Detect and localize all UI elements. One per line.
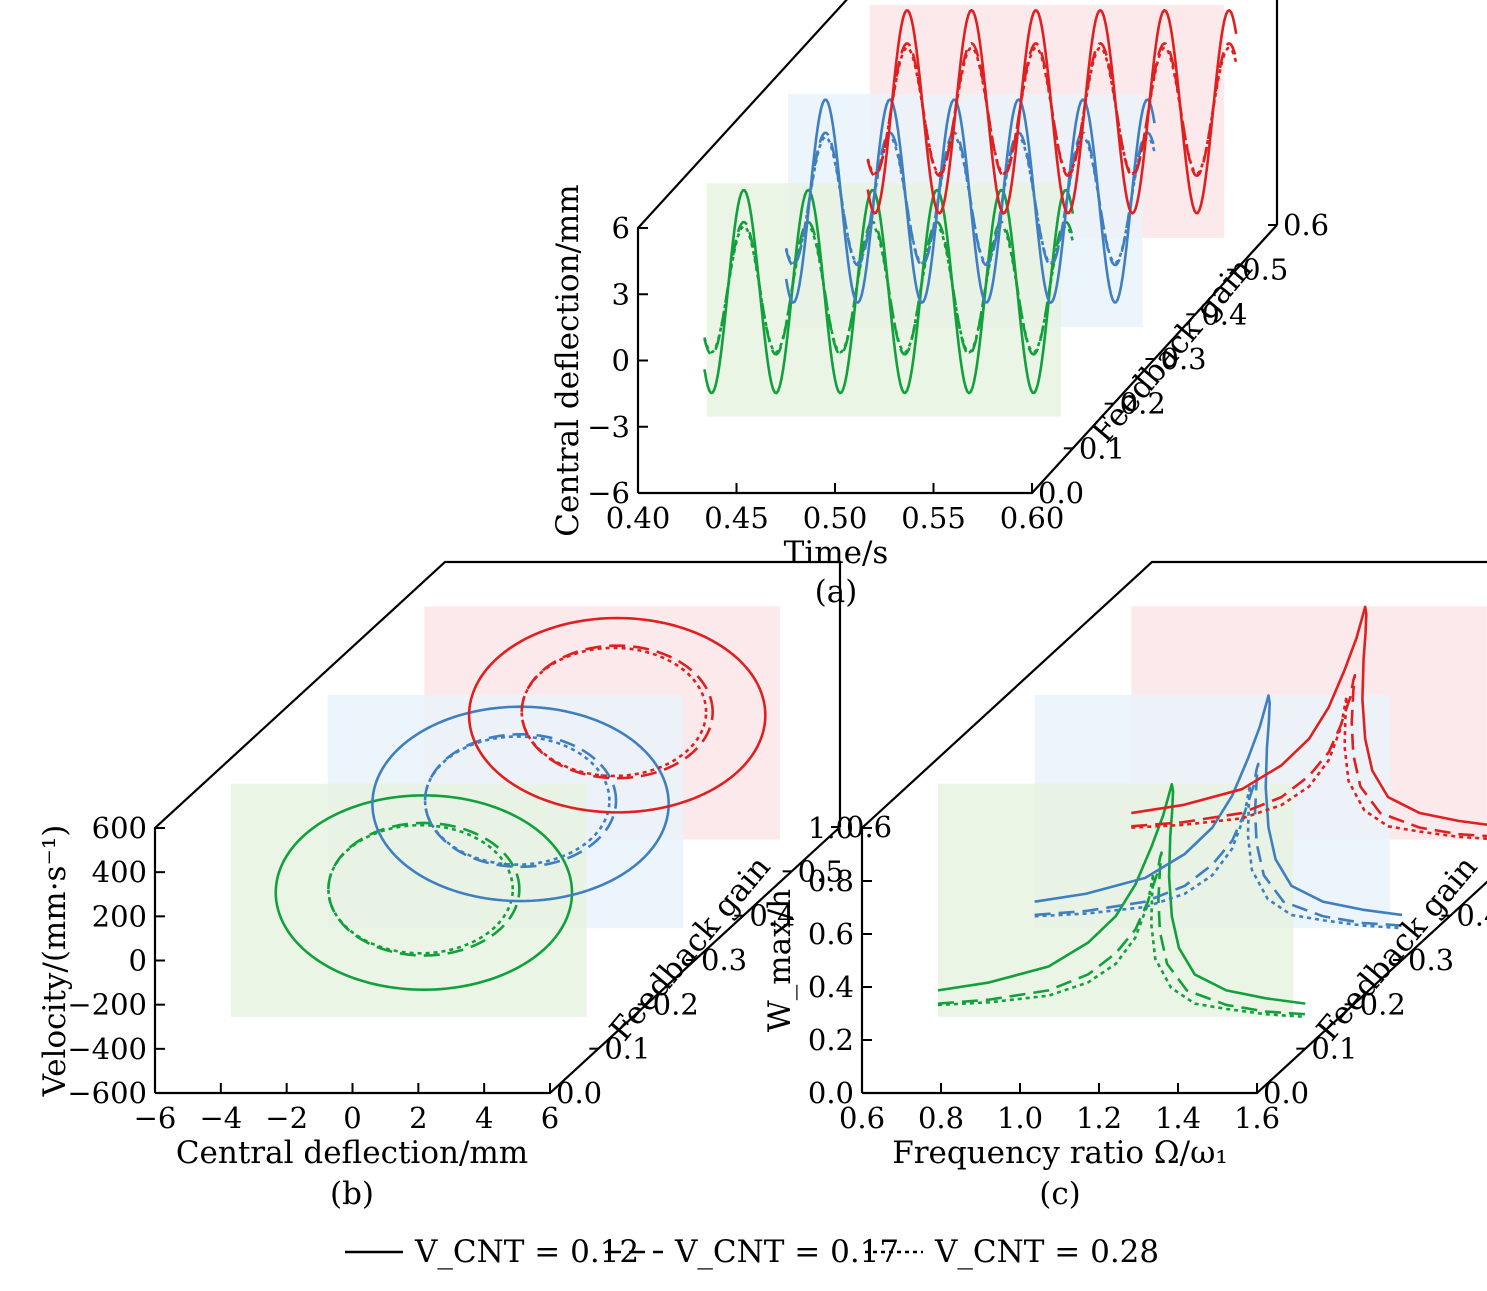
- legend: V_CNT = 0.12 V_CNT = 0.17 V_CNT = 0.28: [345, 1234, 1159, 1270]
- y-axis-label: Velocity/(mm·s⁻¹): [37, 825, 73, 1098]
- panel-a: 0.40 0.45 0.50 0.55 0.60 6 3 0 −3 −6 0.0 0.1 0.2 0.3 0…: [550, 0, 1329, 610]
- y-tick-label: −6: [587, 476, 630, 510]
- y-tick-label: 600: [92, 811, 147, 845]
- x-tick-label: 1.4: [1155, 1101, 1201, 1135]
- series-gain-0.3-vcnt-0.17: [1034, 762, 1403, 927]
- x-tick-label: 0: [343, 1101, 361, 1135]
- series-gain-0.1-vcnt-0.28: [703, 225, 1075, 354]
- z-tick-label: 0.5: [798, 854, 844, 888]
- series-gain-0.3-vcnt-0.28: [1034, 783, 1403, 930]
- x-tick-label: 0.55: [901, 501, 966, 535]
- y-tick-label: 0: [129, 944, 147, 978]
- z-tick-label: 0.0: [1263, 1076, 1309, 1110]
- y-tick-label: 6: [612, 211, 630, 245]
- series-gain-0.5-vcnt-0.12: [467, 616, 767, 814]
- z-tick-label: 0.1: [1079, 431, 1125, 465]
- x-tick-label: −6: [134, 1101, 177, 1135]
- z-tick-label: 0.3: [1161, 342, 1207, 376]
- x-tick-label: 4: [475, 1101, 493, 1135]
- series-gain-0.3-vcnt-0.17: [423, 733, 618, 869]
- z-tick-label: 0.0: [1038, 476, 1084, 510]
- series-gain-0.1-vcnt-0.12: [937, 782, 1306, 1005]
- x-tick-label: 1.6: [1234, 1101, 1280, 1135]
- x-tick-label: 0.60: [1000, 501, 1065, 535]
- y-tick-label: 0.0: [808, 1076, 854, 1110]
- z-tick-label: 0.3: [1408, 943, 1454, 977]
- z-tick-label: 0.5: [1242, 253, 1288, 287]
- z-tick-label: 0.4: [1456, 899, 1487, 933]
- x-axis-label: Time/s: [784, 535, 889, 571]
- y-axis-label: W_max/h: [762, 889, 798, 1032]
- legend-label: V_CNT = 0.12: [414, 1234, 639, 1270]
- x-tick-label: 0.6: [839, 1101, 885, 1135]
- y-tick-label: −200: [67, 988, 147, 1022]
- z-tick-label: 0.3: [701, 943, 747, 977]
- y-tick-label: −3: [587, 410, 630, 444]
- panel-caption: (a): [815, 574, 858, 610]
- z-tick-label: 0.4: [1201, 297, 1247, 331]
- gain-plane-0.1: [937, 783, 1294, 1017]
- x-axis-label: Central deflection/mm: [176, 1135, 528, 1171]
- z-tick-label: 0.0: [556, 1076, 602, 1110]
- series-gain-0.3-vcnt-0.17: [784, 131, 1156, 267]
- x-tick-label: −4: [199, 1101, 242, 1135]
- series-gain-0.5-vcnt-0.17: [866, 42, 1238, 178]
- y-tick-label: 0: [612, 344, 630, 378]
- z-tick-label: 0.2: [1360, 987, 1406, 1021]
- series-gain-0.1-vcnt-0.28: [327, 823, 515, 955]
- x-tick-label: 0.40: [606, 501, 671, 535]
- x-axis-label: Frequency ratio Ω/ω₁: [892, 1135, 1228, 1171]
- z-tick-label: 0.1: [604, 1032, 650, 1066]
- series-gain-0.5-vcnt-0.28: [520, 646, 708, 778]
- x-tick-label: 1.2: [1076, 1101, 1122, 1135]
- y-tick-label: 3: [612, 277, 630, 311]
- y-tick-label: 400: [92, 855, 147, 889]
- y-axis-label: Central deflection/mm: [550, 184, 586, 536]
- x-tick-label: 0.45: [704, 501, 769, 535]
- series-gain-0.3-vcnt-0.12: [371, 705, 670, 903]
- legend-label: V_CNT = 0.17: [674, 1234, 899, 1270]
- x-tick-label: −2: [265, 1101, 308, 1135]
- y-tick-label: 0.2: [808, 1023, 854, 1057]
- series-gain-0.5-vcnt-0.12: [1131, 605, 1487, 827]
- x-tick-label: 1.0: [997, 1101, 1043, 1135]
- x-tick-label: 6: [541, 1101, 559, 1135]
- panel-c: 0.6 0.8 1.0 1.2 1.4 1.61.00.80.60.40.20.0 0.00…: [762, 560, 1487, 1212]
- series-gain-0.5-vcnt-0.28: [1131, 695, 1487, 841]
- y-tick-label: −600: [67, 1076, 147, 1110]
- x-tick-label: 0.8: [918, 1101, 964, 1135]
- axes-box-back: [636, 0, 1279, 493]
- z-tick-label: 0.1: [1311, 1032, 1357, 1066]
- y-tick-label: 0.6: [808, 917, 854, 951]
- z-tick-label: 0.6: [1283, 208, 1329, 242]
- series-gain-0.5-vcnt-0.17: [520, 644, 714, 780]
- series-gain-0.5-vcnt-0.28: [866, 46, 1238, 175]
- z-tick-label: 0.4: [749, 899, 795, 933]
- panel-caption: (c): [1039, 1176, 1081, 1212]
- series-gain-0.3-vcnt-0.28: [784, 135, 1156, 265]
- series-gain-0.1-vcnt-0.17: [703, 220, 1075, 356]
- y-tick-label: 0.4: [808, 970, 854, 1004]
- series-gain-0.5-vcnt-0.17: [1131, 673, 1487, 838]
- panel-caption: (b): [330, 1176, 374, 1212]
- series-gain-0.1-vcnt-0.12: [274, 794, 574, 992]
- x-tick-label: 2: [409, 1101, 427, 1135]
- series-gain-0.1-vcnt-0.28: [937, 872, 1306, 1019]
- series-gain-0.1-vcnt-0.17: [937, 851, 1306, 1016]
- x-tick-label: 0.50: [803, 501, 868, 535]
- series-gain-0.3-vcnt-0.28: [423, 735, 611, 866]
- series-gain-0.1-vcnt-0.17: [327, 821, 521, 957]
- z-tick-label: 0.2: [653, 987, 699, 1021]
- series-gain-0.3-vcnt-0.12: [1034, 694, 1403, 917]
- y-tick-label: 200: [92, 899, 147, 933]
- y-tick-label: −400: [67, 1032, 147, 1066]
- y-tick-label: 1.0: [808, 811, 854, 845]
- z-tick-label: 0.2: [1120, 387, 1166, 421]
- y-tick-label: 0.8: [808, 864, 854, 898]
- axes-box-back: [860, 560, 1487, 1093]
- legend-label: V_CNT = 0.28: [934, 1234, 1159, 1270]
